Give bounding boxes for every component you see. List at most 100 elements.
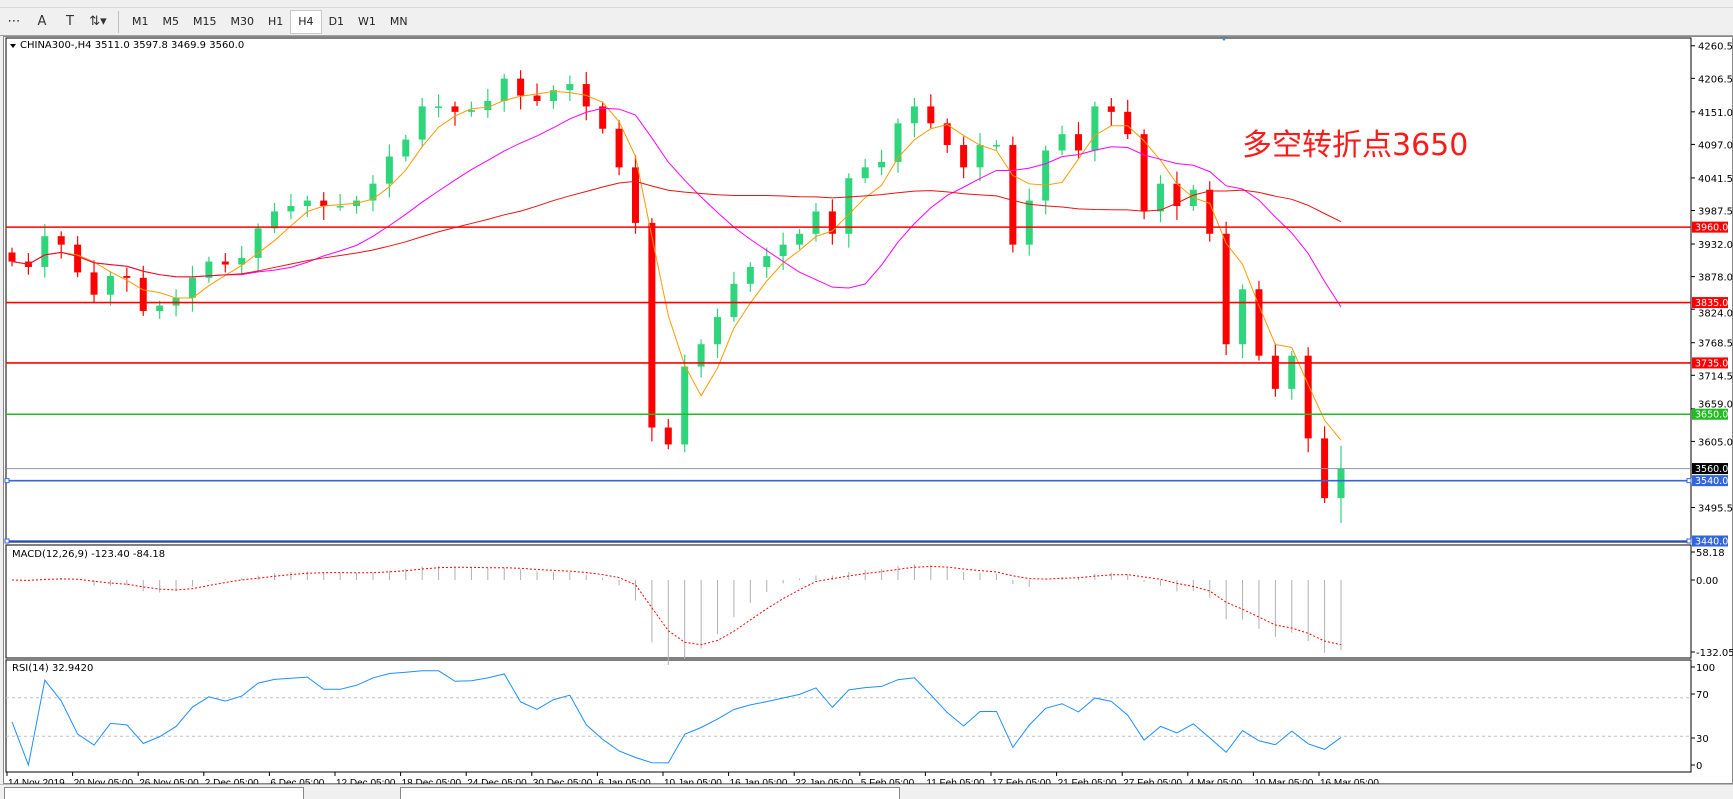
bull-candle [369,183,377,201]
line-handle [1686,538,1692,544]
rsi-line [11,670,1342,767]
bull-candle [1239,289,1247,345]
time-axis-label: 26 Nov 05:00 [139,778,199,785]
price-chart[interactable]: CHINA300-,H4 3511.0 3597.8 3469.9 3560.0… [4,37,1733,785]
line-handle [4,478,10,484]
price-tick-label: 3824.0 [1698,309,1733,320]
bull-candle [402,139,410,157]
line-handle [1686,478,1692,484]
bear-candle [90,272,98,295]
price-level-label: 3960.0 [1695,223,1728,234]
macd-tick-label: 0.00 [1696,576,1718,587]
price-tick-label: 3768.5 [1698,339,1733,350]
bull-candle [697,344,705,367]
grid-icon[interactable]: ⋯ [7,14,21,29]
chart-tab[interactable] [4,787,304,799]
timeframe-h1[interactable]: H1 [268,15,284,28]
bear-candle [1206,189,1214,234]
bull-candle [172,297,180,306]
bull-candle [156,305,164,312]
bull-candle [1058,134,1066,151]
price-level-badge [1692,475,1728,487]
bear-candle [533,95,541,101]
bull-candle [796,233,804,245]
chart-shift-marker-icon [1220,37,1228,41]
bull-candle [992,145,1000,147]
bull-candle [714,317,722,345]
chart-window[interactable]: CHINA300-,H4 3511.0 3597.8 3469.9 3560.0… [3,36,1733,785]
time-axis-label: 17 Feb 05:00 [992,778,1051,785]
bull-candle [976,145,984,168]
bear-candle [1074,134,1082,151]
price-tick-label: 4151.0 [1698,108,1733,119]
price-level-label: 3540.0 [1695,476,1728,487]
bear-candle [451,106,459,112]
text-label-icon[interactable]: T [66,14,74,29]
timeframe-m30[interactable]: M30 [230,15,255,28]
rsi-label: RSI(14) 32.9420 [12,663,93,674]
bear-candle [1271,355,1279,389]
bear-candle [320,200,328,207]
bull-candle [418,106,426,140]
bull-candle [500,78,508,101]
price-tick-label: 3605.0 [1698,437,1733,448]
bear-candle [1222,233,1230,345]
moving-average-line [11,90,1342,441]
bear-candle [960,145,968,168]
time-axis-label: 5 Feb 05:00 [861,778,915,785]
bear-candle [57,236,65,245]
timeframe-h4[interactable]: H4 [290,9,322,34]
price-level-badge [1692,221,1728,233]
arrows-icon[interactable]: ⇅▾ [89,14,107,29]
timeframe-m1[interactable]: M1 [132,15,149,28]
moving-average-line [11,180,1342,278]
toolbar-divider [118,10,119,33]
bull-candle [385,156,393,184]
time-axis-label: 27 Feb 05:00 [1123,778,1182,785]
bear-candle [221,261,229,265]
chart-toolbar: ⋯ A T ⇅▾ M1 M5 M15 M30 H1 H4 D1 W1 MN [0,8,1733,36]
bull-candle [878,161,886,168]
timeframe-d1[interactable]: D1 [328,15,345,28]
time-axis-label: 30 Dec 05:00 [533,778,593,785]
bear-candle [599,106,607,129]
bull-candle [303,200,311,207]
bull-candle [484,100,492,111]
bull-candle [271,211,279,229]
time-axis-label: 6 Jan 05:00 [598,778,651,785]
bull-candle [287,206,295,212]
bear-candle [828,211,836,234]
price-level-badge [1692,297,1728,309]
timeframe-w1[interactable]: W1 [358,15,376,28]
bear-candle [631,167,639,223]
macd-tick-label: -132.05 [1696,648,1733,659]
timeframe-m15[interactable]: M15 [193,15,217,28]
bull-candle [188,277,196,298]
macd-tick-label: 58.18 [1696,548,1725,559]
timeframe-m5[interactable]: M5 [162,15,180,28]
rsi-tick-label: 30 [1696,734,1709,745]
bear-candle [1173,183,1181,207]
chart-tab[interactable] [400,787,900,799]
bull-candle [763,256,771,267]
bull-candle [254,228,262,258]
chart-header: CHINA300-,H4 3511.0 3597.8 3469.9 3560.0 [20,40,244,51]
time-axis-label: 12 Dec 05:00 [336,778,396,785]
macd-label: MACD(12,26,9) -123.40 -84.18 [12,549,165,560]
bull-candle [336,206,344,208]
text-icon[interactable]: A [37,14,47,29]
bear-candle [1124,111,1132,135]
collapse-triangle-icon [10,44,16,48]
price-tick-label: 3659.0 [1698,400,1733,411]
bear-candle [664,427,672,445]
bull-candle [861,167,869,179]
annotation-text: 多空转折点3650 [1242,128,1468,163]
bear-candle [1009,145,1017,245]
bull-candle [435,106,443,108]
rsi-pane [5,659,1692,773]
price-tick-label: 3987.5 [1698,207,1733,218]
main-pane [5,37,1692,543]
bull-candle [1288,355,1296,389]
timeframe-mn[interactable]: MN [389,15,408,28]
time-axis-label: 22 Jan 05:00 [795,778,853,785]
